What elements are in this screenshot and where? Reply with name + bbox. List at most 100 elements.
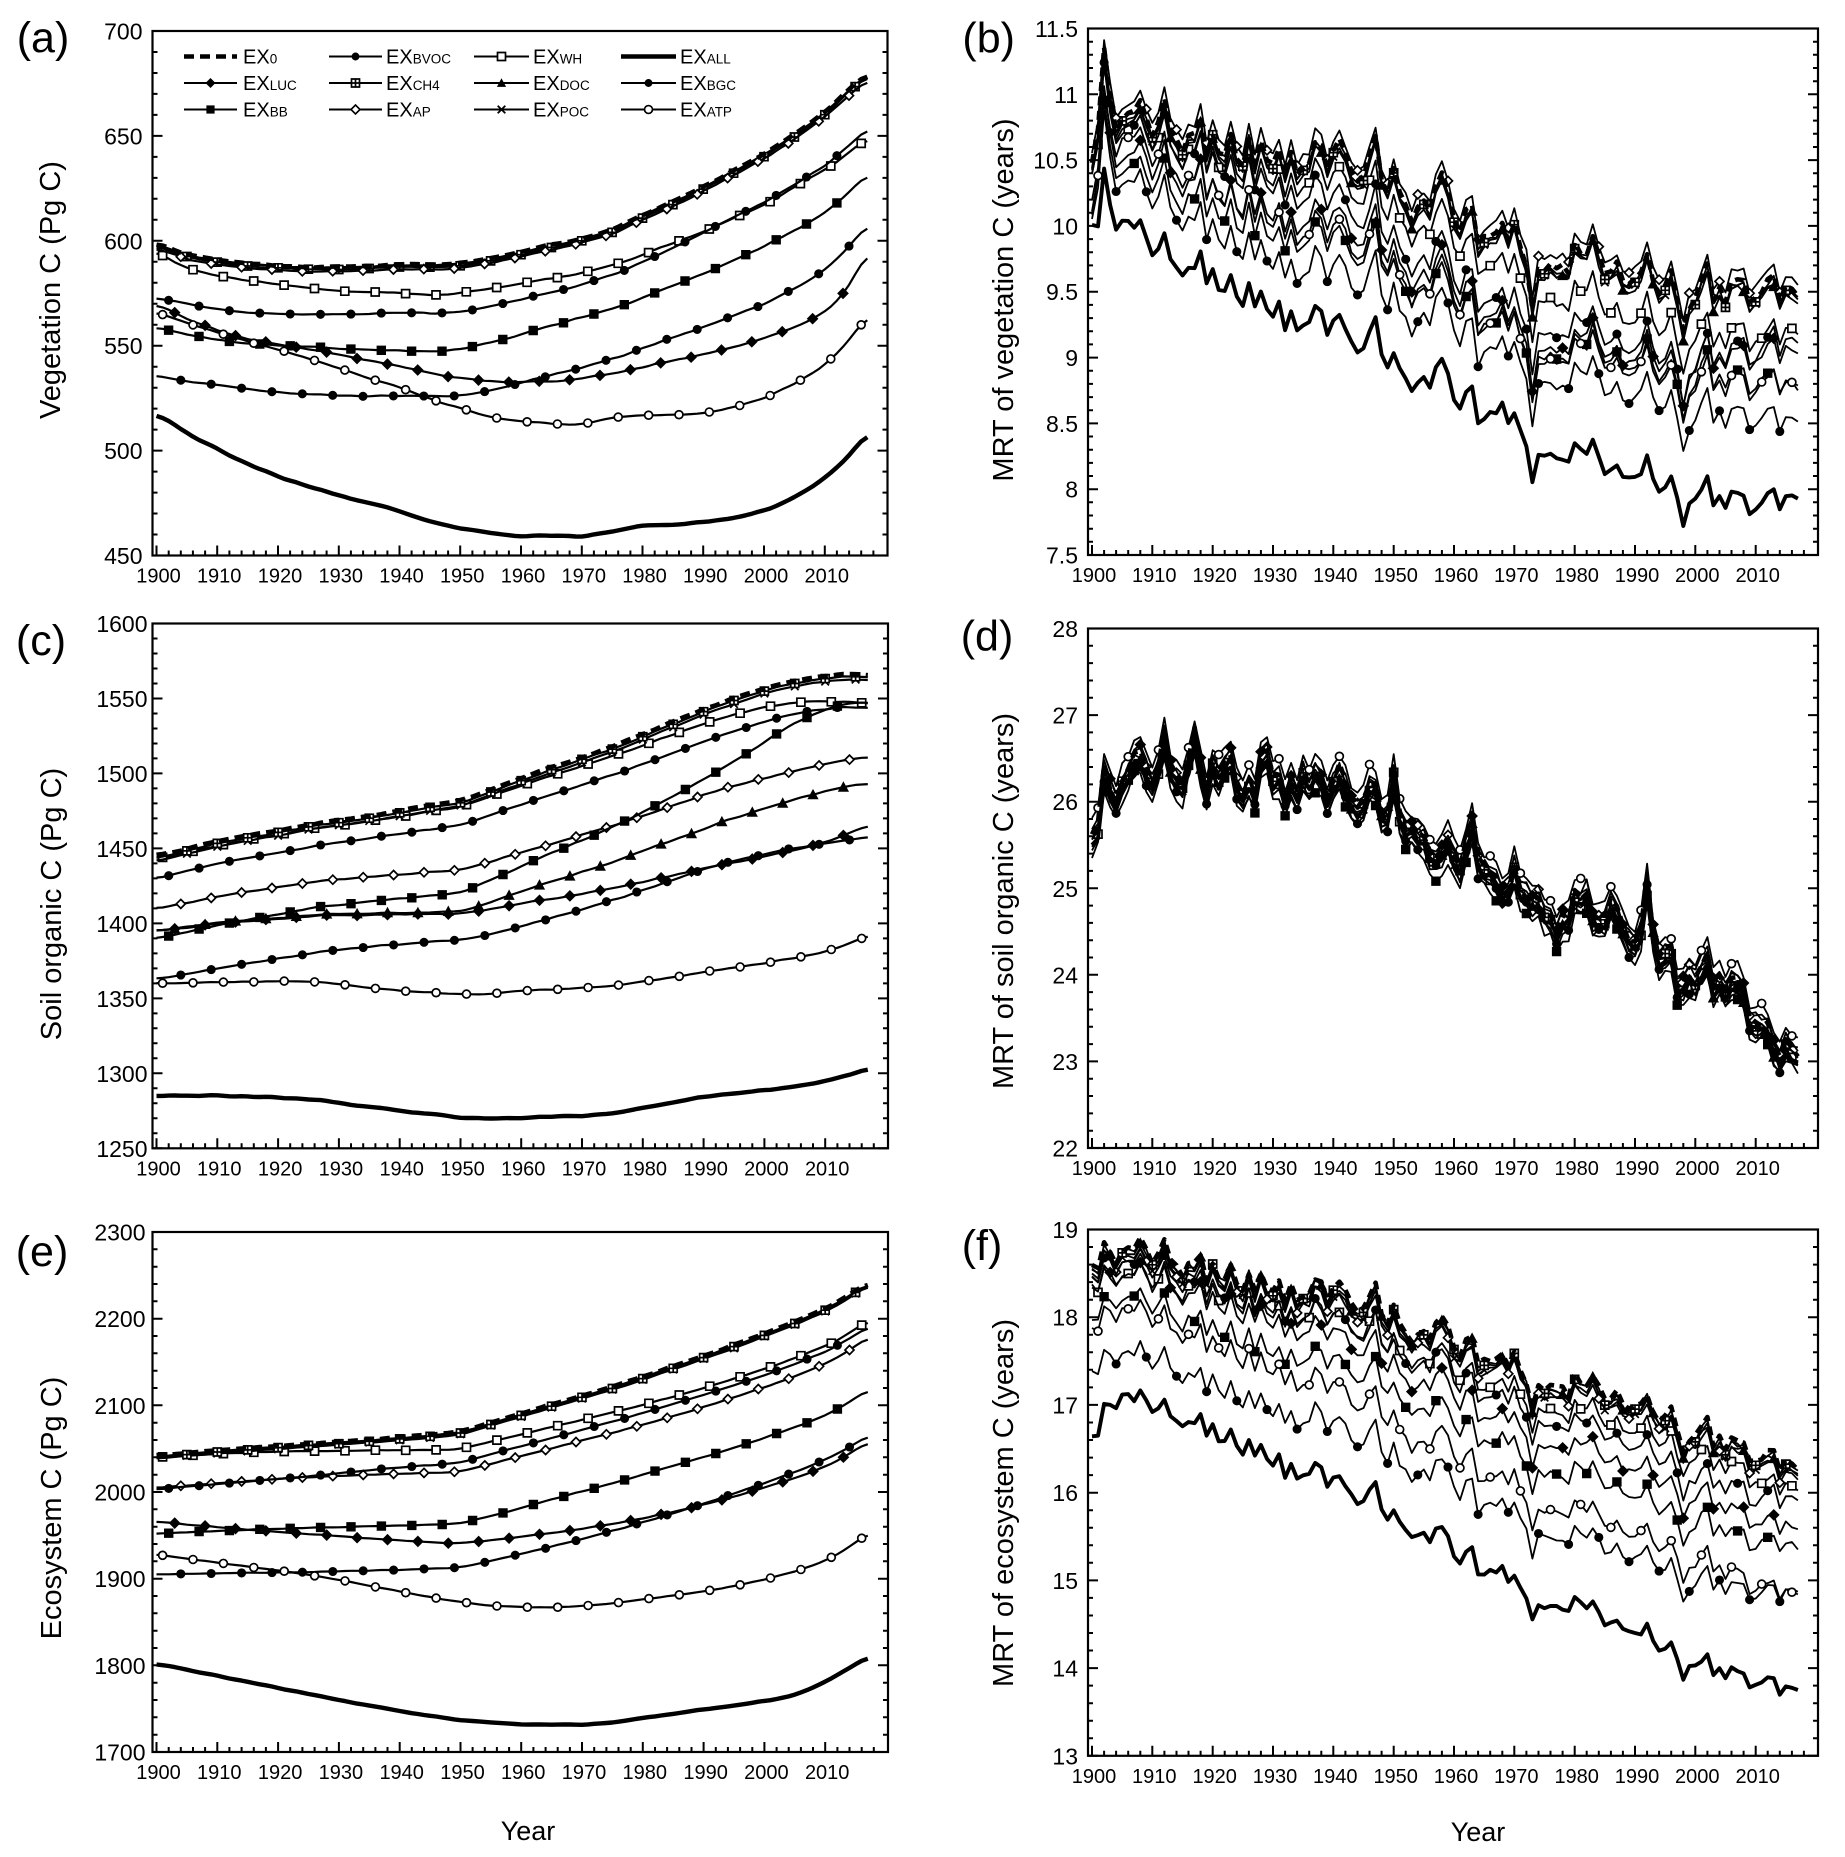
svg-text:1960: 1960 <box>1434 1158 1479 1180</box>
svg-text:16: 16 <box>1052 1480 1078 1506</box>
svg-text:1300: 1300 <box>96 1061 147 1087</box>
svg-text:1930: 1930 <box>1253 1766 1298 1788</box>
svg-text:1940: 1940 <box>379 1762 424 1784</box>
svg-text:2000: 2000 <box>744 1762 789 1784</box>
svg-text:1930: 1930 <box>319 1762 364 1784</box>
svg-text:1930: 1930 <box>1253 565 1298 587</box>
svg-text:24: 24 <box>1052 962 1078 988</box>
svg-text:2000: 2000 <box>744 1158 789 1180</box>
svg-text:1900: 1900 <box>136 566 181 588</box>
svg-text:2010: 2010 <box>805 1762 850 1784</box>
svg-text:(b): (b) <box>962 15 1015 63</box>
svg-text:1920: 1920 <box>258 566 303 588</box>
svg-text:23: 23 <box>1052 1049 1078 1075</box>
svg-text:1930: 1930 <box>1253 1158 1298 1180</box>
svg-text:Vegetation C (Pg C): Vegetation C (Pg C) <box>35 161 67 419</box>
svg-text:EXWH: EXWH <box>533 47 582 69</box>
svg-text:(e): (e) <box>16 1228 69 1276</box>
svg-text:1950: 1950 <box>440 1158 485 1180</box>
svg-text:1990: 1990 <box>1615 565 1660 587</box>
svg-text:1900: 1900 <box>1072 1158 1117 1180</box>
svg-text:Ecosystem C (Pg C): Ecosystem C (Pg C) <box>36 1377 68 1640</box>
svg-text:1970: 1970 <box>562 1158 607 1180</box>
svg-text:1910: 1910 <box>1132 565 1177 587</box>
svg-text:13: 13 <box>1052 1743 1078 1769</box>
svg-text:1930: 1930 <box>319 1158 364 1180</box>
svg-text:15: 15 <box>1052 1568 1078 1594</box>
svg-text:2000: 2000 <box>1675 1158 1720 1180</box>
svg-text:14: 14 <box>1052 1656 1078 1682</box>
svg-text:26: 26 <box>1052 789 1078 815</box>
svg-text:1910: 1910 <box>1132 1158 1177 1180</box>
svg-text:Year: Year <box>501 1816 556 1846</box>
svg-text:EX0: EX0 <box>243 47 277 69</box>
svg-text:1900: 1900 <box>136 1158 181 1180</box>
svg-text:2100: 2100 <box>94 1393 145 1419</box>
svg-text:1600: 1600 <box>96 611 147 637</box>
svg-text:1900: 1900 <box>136 1762 181 1784</box>
svg-text:650: 650 <box>104 123 142 149</box>
svg-text:1910: 1910 <box>197 1762 242 1784</box>
svg-text:1910: 1910 <box>197 1158 242 1180</box>
svg-text:1980: 1980 <box>1554 565 1599 587</box>
svg-text:600: 600 <box>104 228 142 254</box>
svg-text:1950: 1950 <box>1373 1158 1418 1180</box>
svg-text:11: 11 <box>1054 82 1078 108</box>
svg-text:MRT of soil organic C (years): MRT of soil organic C (years) <box>988 713 1020 1089</box>
svg-text:2300: 2300 <box>94 1220 145 1246</box>
svg-text:1990: 1990 <box>683 1158 728 1180</box>
svg-text:1970: 1970 <box>562 566 607 588</box>
svg-text:1940: 1940 <box>1313 565 1358 587</box>
svg-text:EXDOC: EXDOC <box>533 73 590 95</box>
svg-text:EXBB: EXBB <box>243 100 288 122</box>
svg-text:2010: 2010 <box>805 1158 850 1180</box>
svg-text:1990: 1990 <box>1615 1766 1660 1788</box>
svg-text:1950: 1950 <box>1373 1766 1418 1788</box>
svg-text:27: 27 <box>1052 703 1078 729</box>
svg-text:2200: 2200 <box>94 1306 145 1332</box>
svg-text:700: 700 <box>104 19 142 45</box>
svg-text:2000: 2000 <box>1675 1766 1720 1788</box>
svg-text:1450: 1450 <box>96 836 147 862</box>
svg-text:EXALL: EXALL <box>680 47 731 69</box>
svg-text:1250: 1250 <box>96 1136 147 1162</box>
svg-text:1970: 1970 <box>562 1762 607 1784</box>
svg-text:1990: 1990 <box>683 1762 728 1784</box>
svg-text:1550: 1550 <box>96 686 147 712</box>
svg-text:1970: 1970 <box>1494 1158 1539 1180</box>
svg-text:9: 9 <box>1065 345 1078 371</box>
svg-text:1980: 1980 <box>1554 1766 1599 1788</box>
svg-text:1970: 1970 <box>1494 1766 1539 1788</box>
svg-text:EXAP: EXAP <box>386 100 431 122</box>
svg-text:1910: 1910 <box>1132 1766 1177 1788</box>
svg-text:2000: 2000 <box>94 1480 145 1506</box>
svg-text:2010: 2010 <box>1735 565 1780 587</box>
svg-text:1960: 1960 <box>501 1158 546 1180</box>
svg-text:1950: 1950 <box>440 566 485 588</box>
svg-text:500: 500 <box>104 438 142 464</box>
svg-text:MRT of vegetation C (years): MRT of vegetation C (years) <box>988 118 1020 481</box>
svg-text:1920: 1920 <box>258 1762 303 1784</box>
svg-text:MRT of ecosystem C (years): MRT of ecosystem C (years) <box>988 1319 1020 1687</box>
svg-text:1950: 1950 <box>440 1762 485 1784</box>
svg-text:1960: 1960 <box>501 566 546 588</box>
svg-text:8: 8 <box>1065 477 1078 503</box>
svg-text:450: 450 <box>104 543 142 569</box>
svg-text:1980: 1980 <box>622 566 667 588</box>
svg-text:2000: 2000 <box>744 566 789 588</box>
svg-text:1990: 1990 <box>1615 1158 1660 1180</box>
svg-text:1910: 1910 <box>197 566 242 588</box>
svg-text:1970: 1970 <box>1494 565 1539 587</box>
svg-text:EXBVOC: EXBVOC <box>386 47 451 69</box>
svg-text:18: 18 <box>1052 1305 1078 1331</box>
svg-text:1920: 1920 <box>258 1158 303 1180</box>
svg-text:1940: 1940 <box>379 1158 424 1180</box>
svg-text:EXCH4: EXCH4 <box>386 73 440 95</box>
svg-text:1350: 1350 <box>96 986 147 1012</box>
svg-text:2010: 2010 <box>1735 1158 1780 1180</box>
svg-text:1700: 1700 <box>94 1740 145 1766</box>
svg-text:EXATP: EXATP <box>680 100 732 122</box>
svg-text:2010: 2010 <box>1735 1766 1780 1788</box>
svg-text:(a): (a) <box>17 14 70 62</box>
svg-text:17: 17 <box>1052 1392 1078 1418</box>
